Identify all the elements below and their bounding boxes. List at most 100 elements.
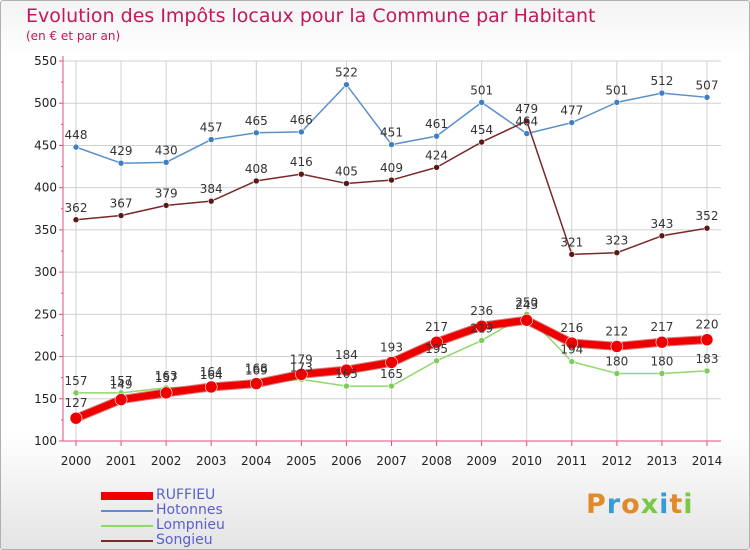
y-tick-label-500: 500 (34, 96, 57, 110)
data-label-lompnieu-2004: 169 (245, 364, 268, 378)
y-tick-label-150: 150 (34, 392, 57, 406)
x-tick-label-2002: 2002 (151, 454, 182, 468)
y-tick-label-300: 300 (34, 265, 57, 279)
data-label-hotonnes-2008: 461 (425, 117, 448, 131)
marker-songieu-2003 (207, 197, 215, 205)
logo-letter: i (683, 489, 694, 520)
data-label-songieu-2003: 384 (200, 182, 223, 196)
data-label-songieu-2009: 454 (470, 123, 493, 137)
marker-ruffieu-2007 (385, 356, 398, 369)
data-label-songieu-2011: 321 (560, 235, 583, 249)
data-label-hotonnes-2001: 429 (110, 144, 133, 158)
x-tick-label-2012: 2012 (602, 454, 633, 468)
marker-songieu-2014 (703, 224, 711, 232)
marker-hotonnes-2001 (117, 159, 125, 167)
marker-songieu-2011 (568, 251, 576, 258)
data-label-lompnieu-2010: 250 (515, 295, 538, 309)
marker-hotonnes-2010 (523, 130, 531, 137)
x-tick-label-2007: 2007 (376, 454, 407, 468)
marker-lompnieu-2008 (433, 357, 440, 365)
marker-songieu-2008 (433, 164, 440, 171)
data-label-hotonnes-2004: 465 (245, 114, 268, 128)
data-label-lompnieu-2001: 157 (110, 374, 133, 388)
marker-ruffieu-2003 (204, 380, 218, 394)
y-tick-label-350: 350 (34, 223, 57, 237)
legend-label-songieu: Songieu (156, 532, 213, 548)
marker-ruffieu-2008 (430, 335, 443, 349)
data-label-ruffieu-2013: 217 (650, 320, 673, 334)
y-tick-label-100: 100 (34, 434, 57, 448)
marker-songieu-2005 (298, 170, 305, 178)
marker-songieu-2002 (162, 202, 170, 209)
data-label-songieu-2013: 343 (650, 217, 673, 231)
marker-hotonnes-2000 (72, 143, 80, 151)
marker-ruffieu-2014 (700, 333, 714, 346)
legend-swatch-hotonnes (101, 510, 153, 512)
marker-hotonnes-2002 (162, 159, 170, 166)
logo-letter: t (669, 489, 684, 520)
x-tick-label-2013: 2013 (647, 454, 678, 468)
data-label-songieu-2004: 408 (245, 162, 268, 176)
marker-ruffieu-2009 (475, 319, 488, 333)
marker-hotonnes-2005 (298, 128, 305, 136)
data-label-lompnieu-2011: 194 (560, 343, 583, 357)
data-label-hotonnes-2009: 501 (470, 83, 493, 97)
data-label-songieu-2006: 405 (335, 164, 358, 178)
marker-hotonnes-2011 (568, 119, 576, 126)
data-label-ruffieu-2007: 193 (380, 340, 403, 354)
data-label-lompnieu-2005: 173 (290, 360, 313, 374)
data-label-hotonnes-2007: 451 (380, 126, 403, 140)
marker-ruffieu-2013 (655, 335, 669, 349)
data-label-lompnieu-2000: 157 (65, 374, 88, 388)
data-label-songieu-2001: 367 (110, 197, 133, 211)
y-tick-label-450: 450 (34, 138, 57, 152)
legend-label-ruffieu: RUFFIEU (156, 487, 216, 503)
legend-item-lompnieu: Lompnieu (101, 517, 321, 534)
legend-label-lompnieu: Lompnieu (156, 517, 225, 533)
y-tick-label-200: 200 (34, 350, 57, 364)
data-label-ruffieu-2001: 149 (110, 378, 133, 392)
data-label-songieu-2010: 479 (515, 102, 538, 116)
data-label-ruffieu-2003: 164 (200, 365, 223, 379)
data-label-hotonnes-2002: 430 (155, 143, 178, 157)
y-tick-label-550: 550 (34, 54, 57, 68)
data-label-lompnieu-2007: 165 (380, 367, 403, 381)
x-tick-label-2004: 2004 (241, 454, 272, 468)
data-label-hotonnes-2010: 464 (515, 115, 538, 129)
logo-letter: r (606, 489, 622, 520)
data-label-hotonnes-2006: 522 (335, 66, 358, 80)
data-label-hotonnes-2013: 512 (650, 74, 673, 88)
logo-letter: P (586, 489, 607, 520)
data-label-ruffieu-2012: 212 (605, 324, 628, 338)
marker-ruffieu-2011 (565, 336, 579, 350)
data-label-lompnieu-2006: 165 (335, 367, 358, 381)
data-label-songieu-2000: 362 (65, 201, 88, 215)
data-label-ruffieu-2006: 184 (335, 348, 358, 362)
data-label-ruffieu-2008: 217 (425, 320, 448, 334)
x-tick-label-2000: 2000 (61, 454, 92, 468)
data-label-ruffieu-2002: 157 (155, 371, 178, 385)
data-label-hotonnes-2000: 448 (65, 128, 88, 142)
data-label-lompnieu-2008: 195 (425, 342, 448, 356)
data-label-songieu-2005: 416 (290, 155, 313, 169)
data-label-lompnieu-2002: 163 (155, 369, 178, 383)
data-label-ruffieu-2010: 243 (515, 298, 538, 312)
marker-songieu-2000 (72, 216, 80, 224)
marker-lompnieu-2007 (388, 382, 395, 390)
marker-songieu-2009 (478, 138, 485, 146)
marker-lompnieu-2011 (568, 358, 576, 365)
data-label-ruffieu-2009: 236 (470, 304, 493, 318)
marker-hotonnes-2006 (343, 81, 350, 88)
marker-songieu-2006 (343, 180, 350, 187)
legend-item-songieu: Songieu (101, 532, 321, 549)
legend-item-hotonnes: Hotonnes (101, 502, 321, 519)
x-tick-label-2014: 2014 (692, 454, 723, 468)
marker-songieu-2010 (523, 117, 531, 125)
legend-item-ruffieu: RUFFIEU (101, 487, 321, 504)
proxiti-logo: Proxiti (586, 489, 694, 520)
x-tick-label-2005: 2005 (286, 454, 317, 468)
x-tick-label-2011: 2011 (557, 454, 588, 468)
data-label-songieu-2007: 409 (380, 161, 403, 175)
